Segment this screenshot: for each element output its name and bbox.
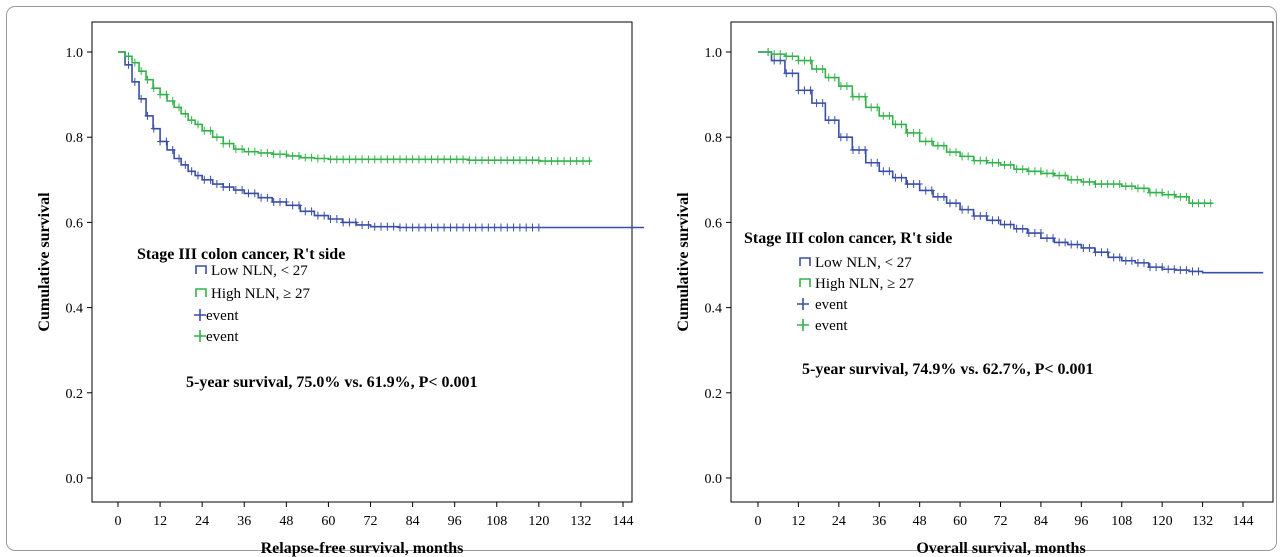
y-tick-label: 0.6 — [66, 216, 84, 231]
legend-title: Stage III colon cancer, R't side — [137, 246, 345, 263]
x-tick-label: 84 — [1034, 514, 1048, 529]
plot-area-frame — [730, 21, 1274, 503]
x-tick-label: 120 — [1152, 514, 1173, 529]
x-tick-label: 48 — [913, 514, 927, 529]
y-tick-label: 1.0 — [66, 46, 84, 61]
x-tick-label: 96 — [1074, 514, 1088, 529]
y-tick-label: 0.4 — [66, 302, 84, 317]
legend-high-event-label: event — [206, 329, 239, 345]
legend-low-label: Low NLN, < 27 — [815, 255, 912, 271]
y-axis-label: Cumulative survival — [36, 192, 53, 332]
y-tick-label: 0.0 — [66, 472, 84, 487]
x-tick-label: 84 — [406, 514, 420, 529]
figure-frame — [6, 6, 1277, 551]
y-tick-label: 0.6 — [705, 216, 723, 231]
legend-high-label: High NLN, ≥ 27 — [211, 286, 311, 302]
x-tick-label: 144 — [613, 514, 634, 529]
high-nln-censor-marks — [765, 48, 1214, 208]
y-axis-label: Cumulative survival — [675, 192, 692, 332]
x-tick-label: 96 — [448, 514, 462, 529]
y-tick-label: 0.8 — [66, 131, 84, 146]
x-tick-label: 72 — [994, 514, 1008, 529]
legend-title: Stage III colon cancer, R't side — [744, 230, 952, 247]
x-tick-label: 108 — [486, 514, 507, 529]
legend-low-swatch — [799, 257, 811, 266]
x-tick-label: 144 — [1233, 514, 1254, 529]
high-nln-survival-curve — [118, 51, 592, 162]
x-tick-label: 0 — [115, 514, 122, 529]
legend-high-event-label: event — [815, 318, 848, 334]
right-chart-panel: Overall survival, months Cumulative surv… — [675, 21, 1274, 557]
x-tick-label: 36 — [872, 514, 886, 529]
x-tick-label: 0 — [755, 514, 762, 529]
x-tick-label: 108 — [1111, 514, 1132, 529]
x-tick-label: 72 — [364, 514, 378, 529]
x-tick-label: 12 — [791, 514, 805, 529]
legend-low-swatch — [195, 265, 207, 274]
survival-annotation: 5-year survival, 74.9% vs. 62.7%, P< 0.0… — [802, 361, 1093, 378]
left-chart-panel: Relapse-free survival, months Cumulative… — [36, 21, 645, 557]
y-tick-label: 0.8 — [705, 131, 723, 146]
y-tick-label: 0.0 — [705, 472, 723, 487]
legend-low-event-label: event — [206, 308, 239, 324]
legend-low-event-marker — [194, 309, 206, 321]
legend-high-event-marker — [194, 330, 206, 342]
x-tick-label: 24 — [832, 514, 846, 529]
legend-high-label: High NLN, ≥ 27 — [815, 276, 915, 292]
x-tick-label: 60 — [321, 514, 335, 529]
x-axis-label: Overall survival, months — [916, 540, 1085, 557]
low-nln-censor-marks — [125, 60, 542, 232]
y-tick-label: 0.2 — [66, 387, 84, 402]
high-nln-censor-marks — [125, 52, 593, 166]
high-nln-survival-curve — [758, 51, 1213, 205]
legend-low-event-marker — [797, 298, 809, 310]
legend-high-swatch — [799, 278, 811, 287]
legend-low-label: Low NLN, < 27 — [211, 263, 308, 279]
x-tick-label: 132 — [570, 514, 591, 529]
x-tick-label: 132 — [1192, 514, 1213, 529]
plot-area-frame — [91, 21, 633, 503]
x-tick-label: 48 — [279, 514, 293, 529]
survival-annotation: 5-year survival, 75.0% vs. 61.9%, P< 0.0… — [186, 374, 477, 391]
x-tick-label: 120 — [528, 514, 549, 529]
y-tick-label: 0.4 — [705, 302, 723, 317]
legend-high-swatch — [195, 288, 207, 297]
x-axis-label: Relapse-free survival, months — [261, 540, 464, 557]
y-tick-label: 1.0 — [705, 46, 723, 61]
x-tick-label: 24 — [195, 514, 209, 529]
x-tick-label: 36 — [237, 514, 251, 529]
y-tick-label: 0.2 — [705, 387, 723, 402]
legend-low-event-label: event — [815, 297, 848, 313]
x-tick-label: 60 — [953, 514, 967, 529]
legend-high-event-marker — [797, 319, 809, 331]
low-nln-survival-curve — [118, 51, 645, 229]
x-tick-label: 12 — [153, 514, 167, 529]
